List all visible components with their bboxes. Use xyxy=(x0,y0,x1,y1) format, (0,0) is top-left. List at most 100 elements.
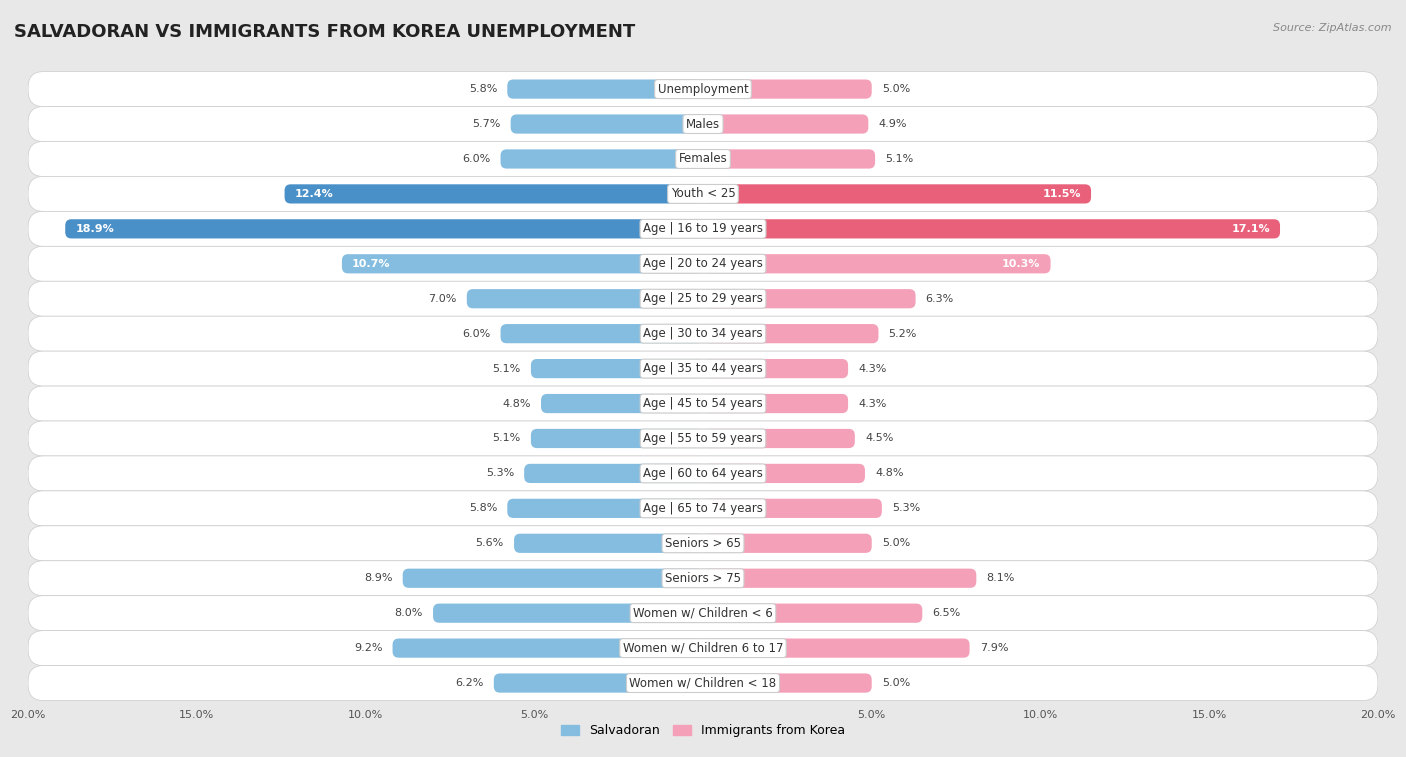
FancyBboxPatch shape xyxy=(28,491,1378,526)
FancyBboxPatch shape xyxy=(392,638,703,658)
Text: 5.1%: 5.1% xyxy=(492,363,520,374)
FancyBboxPatch shape xyxy=(531,359,703,378)
Text: 12.4%: 12.4% xyxy=(295,189,333,199)
Text: 5.3%: 5.3% xyxy=(891,503,920,513)
FancyBboxPatch shape xyxy=(28,316,1378,351)
FancyBboxPatch shape xyxy=(703,149,875,169)
FancyBboxPatch shape xyxy=(703,534,872,553)
FancyBboxPatch shape xyxy=(284,184,703,204)
Text: 5.8%: 5.8% xyxy=(468,84,498,94)
Text: Age | 55 to 59 years: Age | 55 to 59 years xyxy=(643,432,763,445)
Text: 6.5%: 6.5% xyxy=(932,608,960,618)
Text: 5.0%: 5.0% xyxy=(882,678,910,688)
Text: 6.3%: 6.3% xyxy=(925,294,953,304)
Text: 4.9%: 4.9% xyxy=(879,119,907,129)
Text: 8.9%: 8.9% xyxy=(364,573,392,583)
Text: 8.0%: 8.0% xyxy=(395,608,423,618)
Text: 5.2%: 5.2% xyxy=(889,329,917,338)
FancyBboxPatch shape xyxy=(501,149,703,169)
Text: Age | 20 to 24 years: Age | 20 to 24 years xyxy=(643,257,763,270)
Text: 6.0%: 6.0% xyxy=(463,329,491,338)
FancyBboxPatch shape xyxy=(28,596,1378,631)
FancyBboxPatch shape xyxy=(703,359,848,378)
FancyBboxPatch shape xyxy=(508,499,703,518)
Text: Youth < 25: Youth < 25 xyxy=(671,188,735,201)
Text: 8.1%: 8.1% xyxy=(987,573,1015,583)
Text: 5.0%: 5.0% xyxy=(882,84,910,94)
FancyBboxPatch shape xyxy=(508,79,703,98)
Text: 5.1%: 5.1% xyxy=(492,434,520,444)
Text: 5.6%: 5.6% xyxy=(475,538,503,548)
Text: Women w/ Children < 6: Women w/ Children < 6 xyxy=(633,606,773,620)
FancyBboxPatch shape xyxy=(703,464,865,483)
FancyBboxPatch shape xyxy=(515,534,703,553)
FancyBboxPatch shape xyxy=(703,638,970,658)
Text: 6.2%: 6.2% xyxy=(456,678,484,688)
FancyBboxPatch shape xyxy=(467,289,703,308)
FancyBboxPatch shape xyxy=(524,464,703,483)
Text: 11.5%: 11.5% xyxy=(1042,189,1081,199)
FancyBboxPatch shape xyxy=(28,351,1378,386)
FancyBboxPatch shape xyxy=(28,631,1378,665)
Text: 7.0%: 7.0% xyxy=(429,294,457,304)
FancyBboxPatch shape xyxy=(28,561,1378,596)
Text: 5.1%: 5.1% xyxy=(886,154,914,164)
Text: 4.3%: 4.3% xyxy=(858,398,887,409)
FancyBboxPatch shape xyxy=(541,394,703,413)
Text: Age | 16 to 19 years: Age | 16 to 19 years xyxy=(643,223,763,235)
FancyBboxPatch shape xyxy=(703,79,872,98)
FancyBboxPatch shape xyxy=(28,246,1378,282)
FancyBboxPatch shape xyxy=(28,72,1378,107)
Legend: Salvadoran, Immigrants from Korea: Salvadoran, Immigrants from Korea xyxy=(555,719,851,743)
FancyBboxPatch shape xyxy=(703,569,976,588)
FancyBboxPatch shape xyxy=(28,421,1378,456)
Text: 9.2%: 9.2% xyxy=(354,643,382,653)
FancyBboxPatch shape xyxy=(703,674,872,693)
Text: Age | 30 to 34 years: Age | 30 to 34 years xyxy=(643,327,763,340)
FancyBboxPatch shape xyxy=(28,665,1378,700)
Text: 7.9%: 7.9% xyxy=(980,643,1008,653)
Text: 4.8%: 4.8% xyxy=(502,398,531,409)
FancyBboxPatch shape xyxy=(28,142,1378,176)
FancyBboxPatch shape xyxy=(703,220,1279,238)
Text: Age | 65 to 74 years: Age | 65 to 74 years xyxy=(643,502,763,515)
Text: Women w/ Children 6 to 17: Women w/ Children 6 to 17 xyxy=(623,642,783,655)
FancyBboxPatch shape xyxy=(531,429,703,448)
FancyBboxPatch shape xyxy=(703,499,882,518)
Text: 18.9%: 18.9% xyxy=(76,224,114,234)
Text: 5.8%: 5.8% xyxy=(468,503,498,513)
Text: SALVADORAN VS IMMIGRANTS FROM KOREA UNEMPLOYMENT: SALVADORAN VS IMMIGRANTS FROM KOREA UNEM… xyxy=(14,23,636,41)
Text: Source: ZipAtlas.com: Source: ZipAtlas.com xyxy=(1274,23,1392,33)
Text: Age | 35 to 44 years: Age | 35 to 44 years xyxy=(643,362,763,375)
Text: 6.0%: 6.0% xyxy=(463,154,491,164)
Text: Age | 45 to 54 years: Age | 45 to 54 years xyxy=(643,397,763,410)
FancyBboxPatch shape xyxy=(65,220,703,238)
Text: 10.3%: 10.3% xyxy=(1002,259,1040,269)
FancyBboxPatch shape xyxy=(703,394,848,413)
Text: 17.1%: 17.1% xyxy=(1232,224,1270,234)
Text: Males: Males xyxy=(686,117,720,130)
FancyBboxPatch shape xyxy=(342,254,703,273)
FancyBboxPatch shape xyxy=(494,674,703,693)
FancyBboxPatch shape xyxy=(703,324,879,343)
Text: 4.5%: 4.5% xyxy=(865,434,893,444)
FancyBboxPatch shape xyxy=(703,254,1050,273)
FancyBboxPatch shape xyxy=(433,603,703,623)
FancyBboxPatch shape xyxy=(703,114,869,134)
FancyBboxPatch shape xyxy=(501,324,703,343)
Text: Women w/ Children < 18: Women w/ Children < 18 xyxy=(630,677,776,690)
Text: Seniors > 75: Seniors > 75 xyxy=(665,572,741,584)
FancyBboxPatch shape xyxy=(28,107,1378,142)
Text: Age | 60 to 64 years: Age | 60 to 64 years xyxy=(643,467,763,480)
FancyBboxPatch shape xyxy=(28,456,1378,491)
FancyBboxPatch shape xyxy=(510,114,703,134)
Text: Females: Females xyxy=(679,152,727,166)
Text: 4.3%: 4.3% xyxy=(858,363,887,374)
Text: 5.7%: 5.7% xyxy=(472,119,501,129)
FancyBboxPatch shape xyxy=(402,569,703,588)
FancyBboxPatch shape xyxy=(703,603,922,623)
Text: 4.8%: 4.8% xyxy=(875,469,904,478)
FancyBboxPatch shape xyxy=(28,176,1378,211)
FancyBboxPatch shape xyxy=(28,526,1378,561)
Text: Age | 25 to 29 years: Age | 25 to 29 years xyxy=(643,292,763,305)
